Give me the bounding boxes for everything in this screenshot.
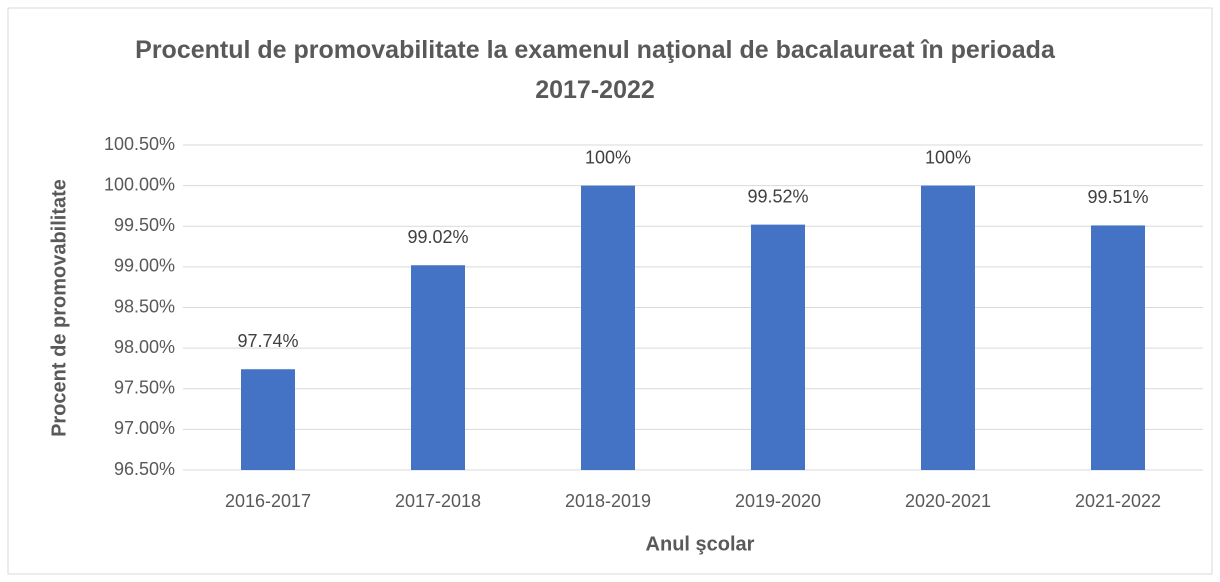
x-tick-label: 2021-2022: [1075, 491, 1161, 511]
bar: [411, 265, 465, 470]
bar: [751, 224, 805, 470]
x-tick-label: 2019-2020: [735, 491, 821, 511]
y-tick-label: 100.50%: [104, 134, 175, 154]
x-tick-label: 2017-2018: [395, 491, 481, 511]
y-tick-label: 100.00%: [104, 174, 175, 194]
x-tick-label: 2018-2019: [565, 491, 651, 511]
y-tick-label: 98.00%: [114, 337, 175, 357]
y-axis-label: Procent de promovabilitate: [48, 179, 70, 437]
data-label: 97.74%: [237, 331, 298, 351]
y-tick-label: 96.50%: [114, 459, 175, 479]
data-label: 99.51%: [1087, 187, 1148, 207]
y-tick-label: 99.50%: [114, 215, 175, 235]
x-tick-label: 2020-2021: [905, 491, 991, 511]
y-tick-label: 98.50%: [114, 296, 175, 316]
y-tick-label: 99.00%: [114, 256, 175, 276]
data-label: 100%: [925, 147, 971, 167]
y-tick-label: 97.00%: [114, 418, 175, 438]
data-label: 100%: [585, 147, 631, 167]
bar: [1091, 225, 1145, 470]
x-tick-label: 2016-2017: [225, 491, 311, 511]
bar: [921, 185, 975, 470]
bar: [241, 369, 295, 470]
chart-title: Procentul de promovabilitate la examenul…: [135, 36, 1055, 104]
data-label: 99.52%: [747, 186, 808, 206]
y-tick-label: 97.50%: [114, 378, 175, 398]
bar: [581, 185, 635, 470]
data-label: 99.02%: [407, 227, 468, 247]
x-axis-label: Anul şcolar: [646, 533, 755, 555]
